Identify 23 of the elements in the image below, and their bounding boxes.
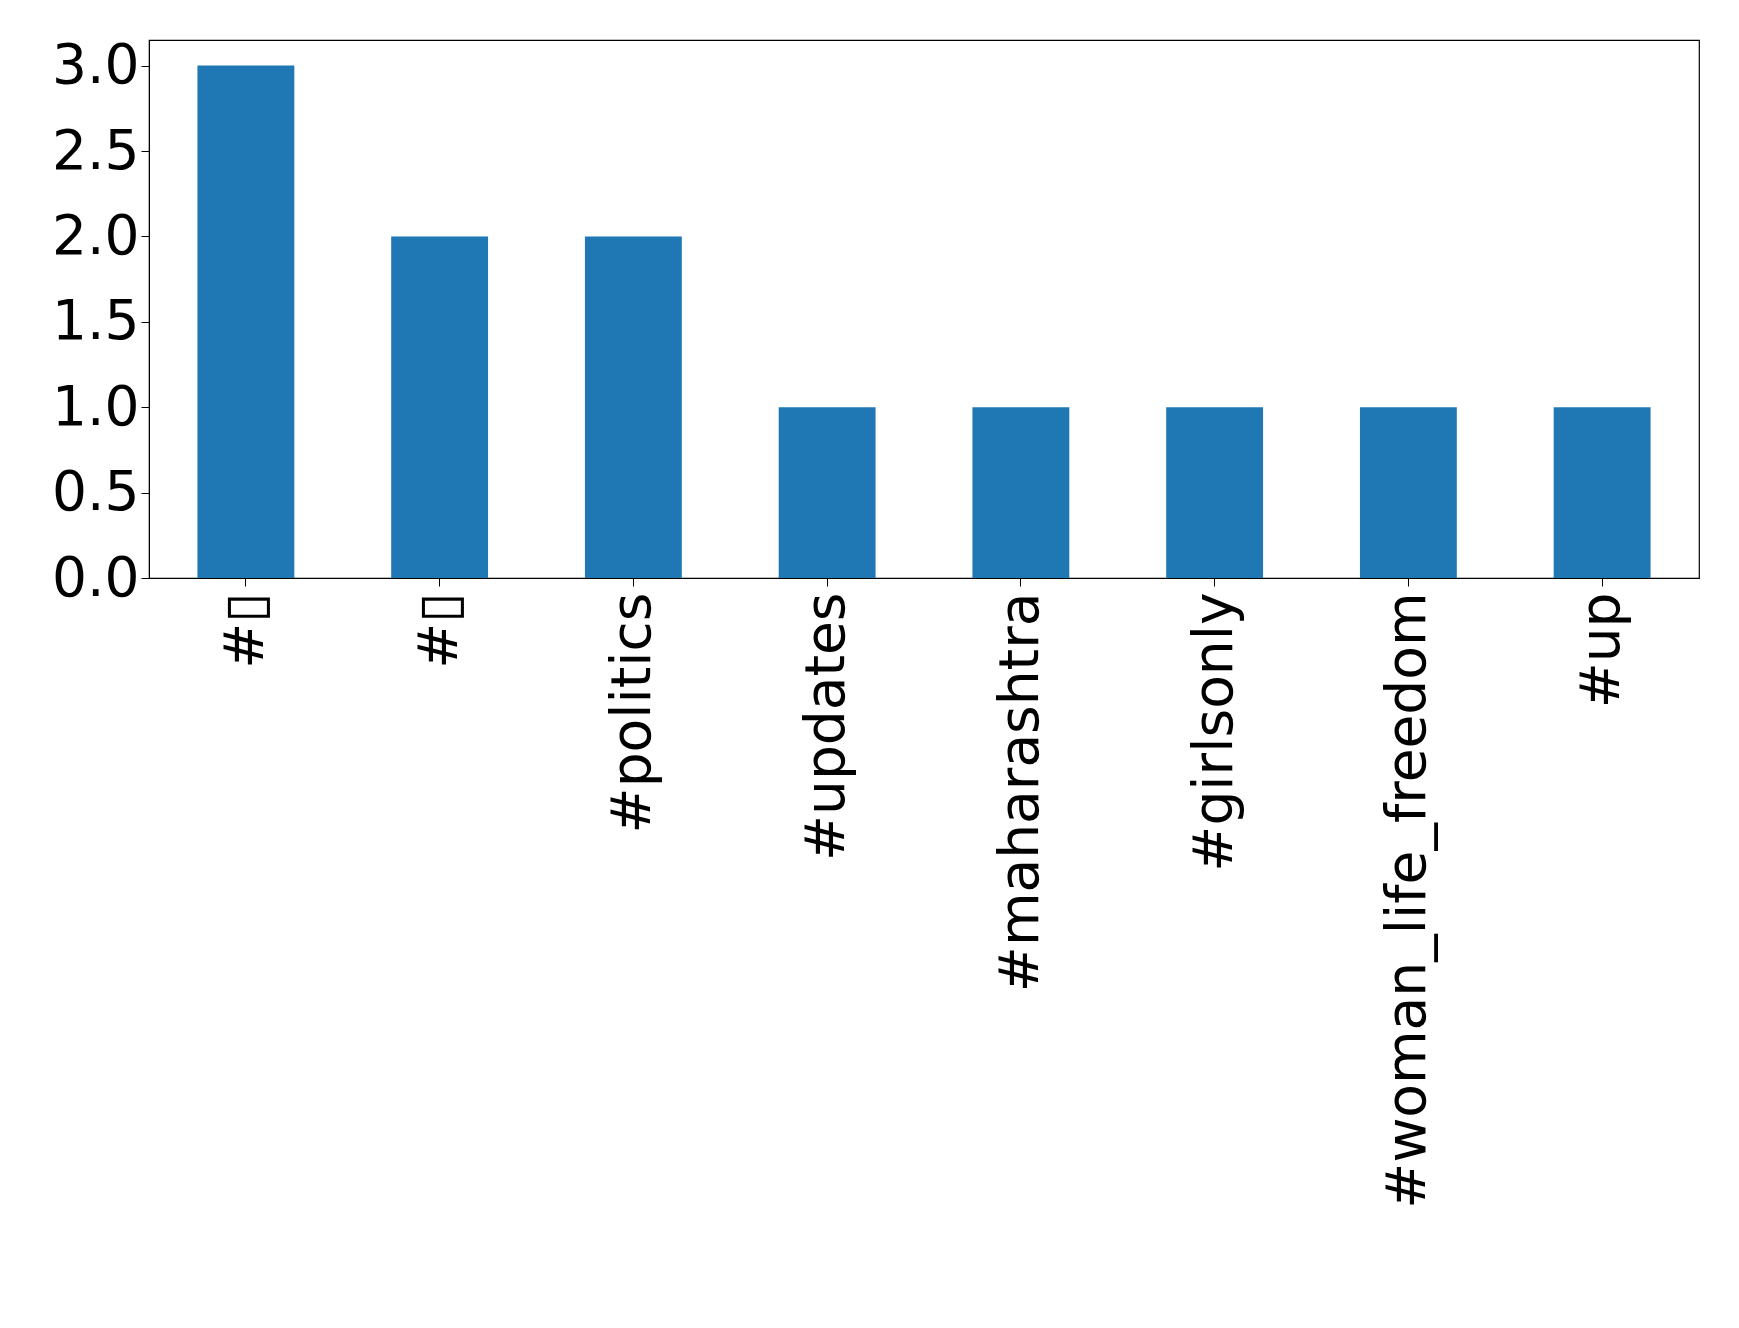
x-tick-label: #girlsonly [1180,592,1245,872]
bar [197,65,295,578]
bar [778,407,876,578]
bar [1359,407,1457,578]
bar [584,236,682,578]
y-tick-label: 0.5 [52,459,140,524]
x-tick-label: #politics [599,592,664,834]
bar [972,407,1070,578]
y-tick-label: 1.0 [52,373,140,438]
x-tick-label: #▯ [405,592,470,669]
y-tick-label: 2.5 [52,117,140,182]
x-tick-label: #up [1568,592,1633,709]
bar [1553,407,1651,578]
x-tick-label: #woman_life_freedom [1374,592,1439,1209]
bar [391,236,489,578]
x-tick-label: #maharashtra [986,592,1051,993]
y-tick-label: 0.0 [52,544,140,609]
x-tick-label: #updates [793,592,858,862]
y-tick-label: 2.0 [52,202,140,267]
y-tick-label: 1.5 [52,288,140,353]
x-tick-label: #▯ [211,592,276,669]
y-tick-label: 3.0 [52,32,140,97]
bar [1166,407,1264,578]
